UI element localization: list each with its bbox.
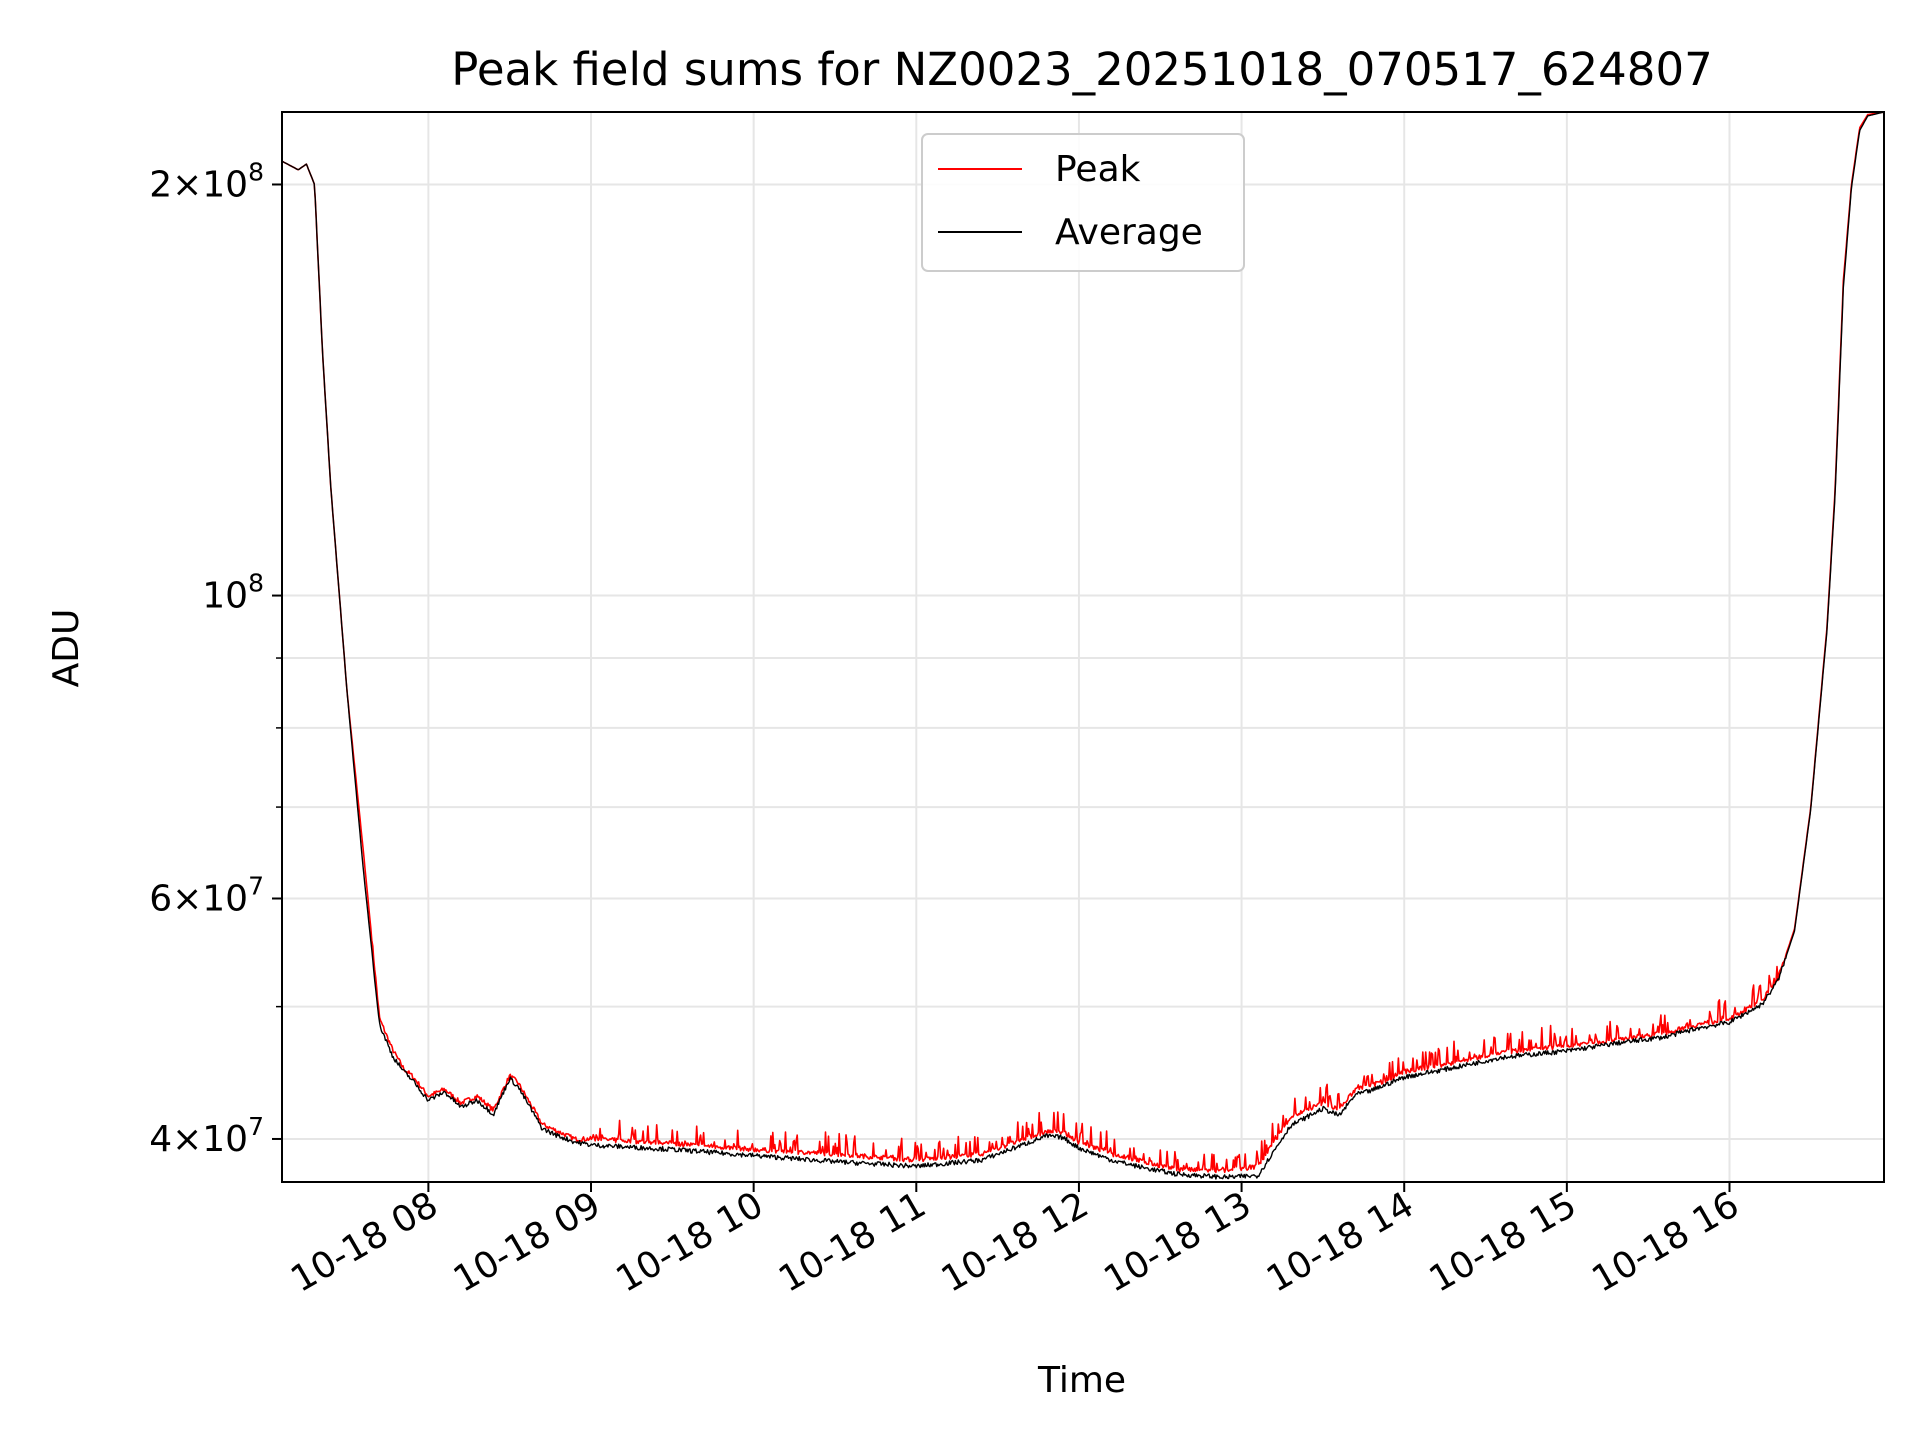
- series-layer: [282, 112, 1884, 1180]
- legend: Peak Average: [921, 133, 1245, 272]
- y-axis-label: ADU: [46, 609, 87, 688]
- y-tick-label-1: 6×107: [149, 871, 264, 919]
- y-tick-label-0: 4×107: [149, 1112, 264, 1160]
- legend-average-label: Average: [1055, 212, 1203, 253]
- x-axis-label: Time: [1037, 1360, 1126, 1401]
- plot-frame: [281, 111, 1885, 1183]
- y-tick-label-3: 2×108: [149, 157, 264, 205]
- y-tick-label-2: 108: [202, 569, 264, 617]
- legend-peak-label: Peak: [1055, 149, 1141, 190]
- y-axis: 4×107 6×107 108 2×108: [149, 157, 282, 1160]
- series-line-peak: [282, 112, 1884, 1174]
- series-line-average: [282, 112, 1884, 1180]
- chart-title: Peak field sums for NZ0023_20251018_0705…: [451, 43, 1712, 96]
